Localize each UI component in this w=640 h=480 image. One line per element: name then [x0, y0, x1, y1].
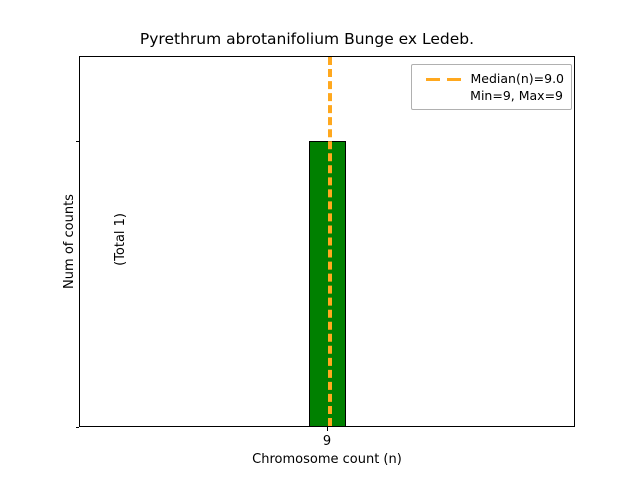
x-tick-mark — [327, 427, 328, 431]
bar-9 — [309, 141, 346, 426]
x-axis-label: Chromosome count (n) — [252, 452, 402, 467]
legend: Median(n)=9.0 Min=9, Max=9 — [411, 64, 572, 110]
plot-area — [79, 56, 575, 427]
y-tick-mark — [75, 427, 80, 428]
x-tick-label: 9 — [322, 434, 332, 449]
legend-item-range: Min=9, Max=9 — [418, 87, 564, 104]
chart-title: Pyrethrum abrotanifolium Bunge ex Ledeb. — [139, 30, 475, 48]
y-axis-label-line2: (Total 1) — [113, 212, 128, 271]
y-axis-label-line1: Num of counts — [62, 194, 77, 289]
legend-label-median: Median(n)=9.0 — [470, 71, 565, 86]
legend-label-range: Min=9, Max=9 — [470, 88, 563, 103]
y-axis-label: Num of counts (Total 1) — [27, 56, 128, 427]
legend-item-median: Median(n)=9.0 — [418, 70, 564, 87]
median-line — [328, 57, 332, 426]
dashed-line-icon — [425, 73, 463, 85]
y-tick-mark — [75, 141, 80, 142]
